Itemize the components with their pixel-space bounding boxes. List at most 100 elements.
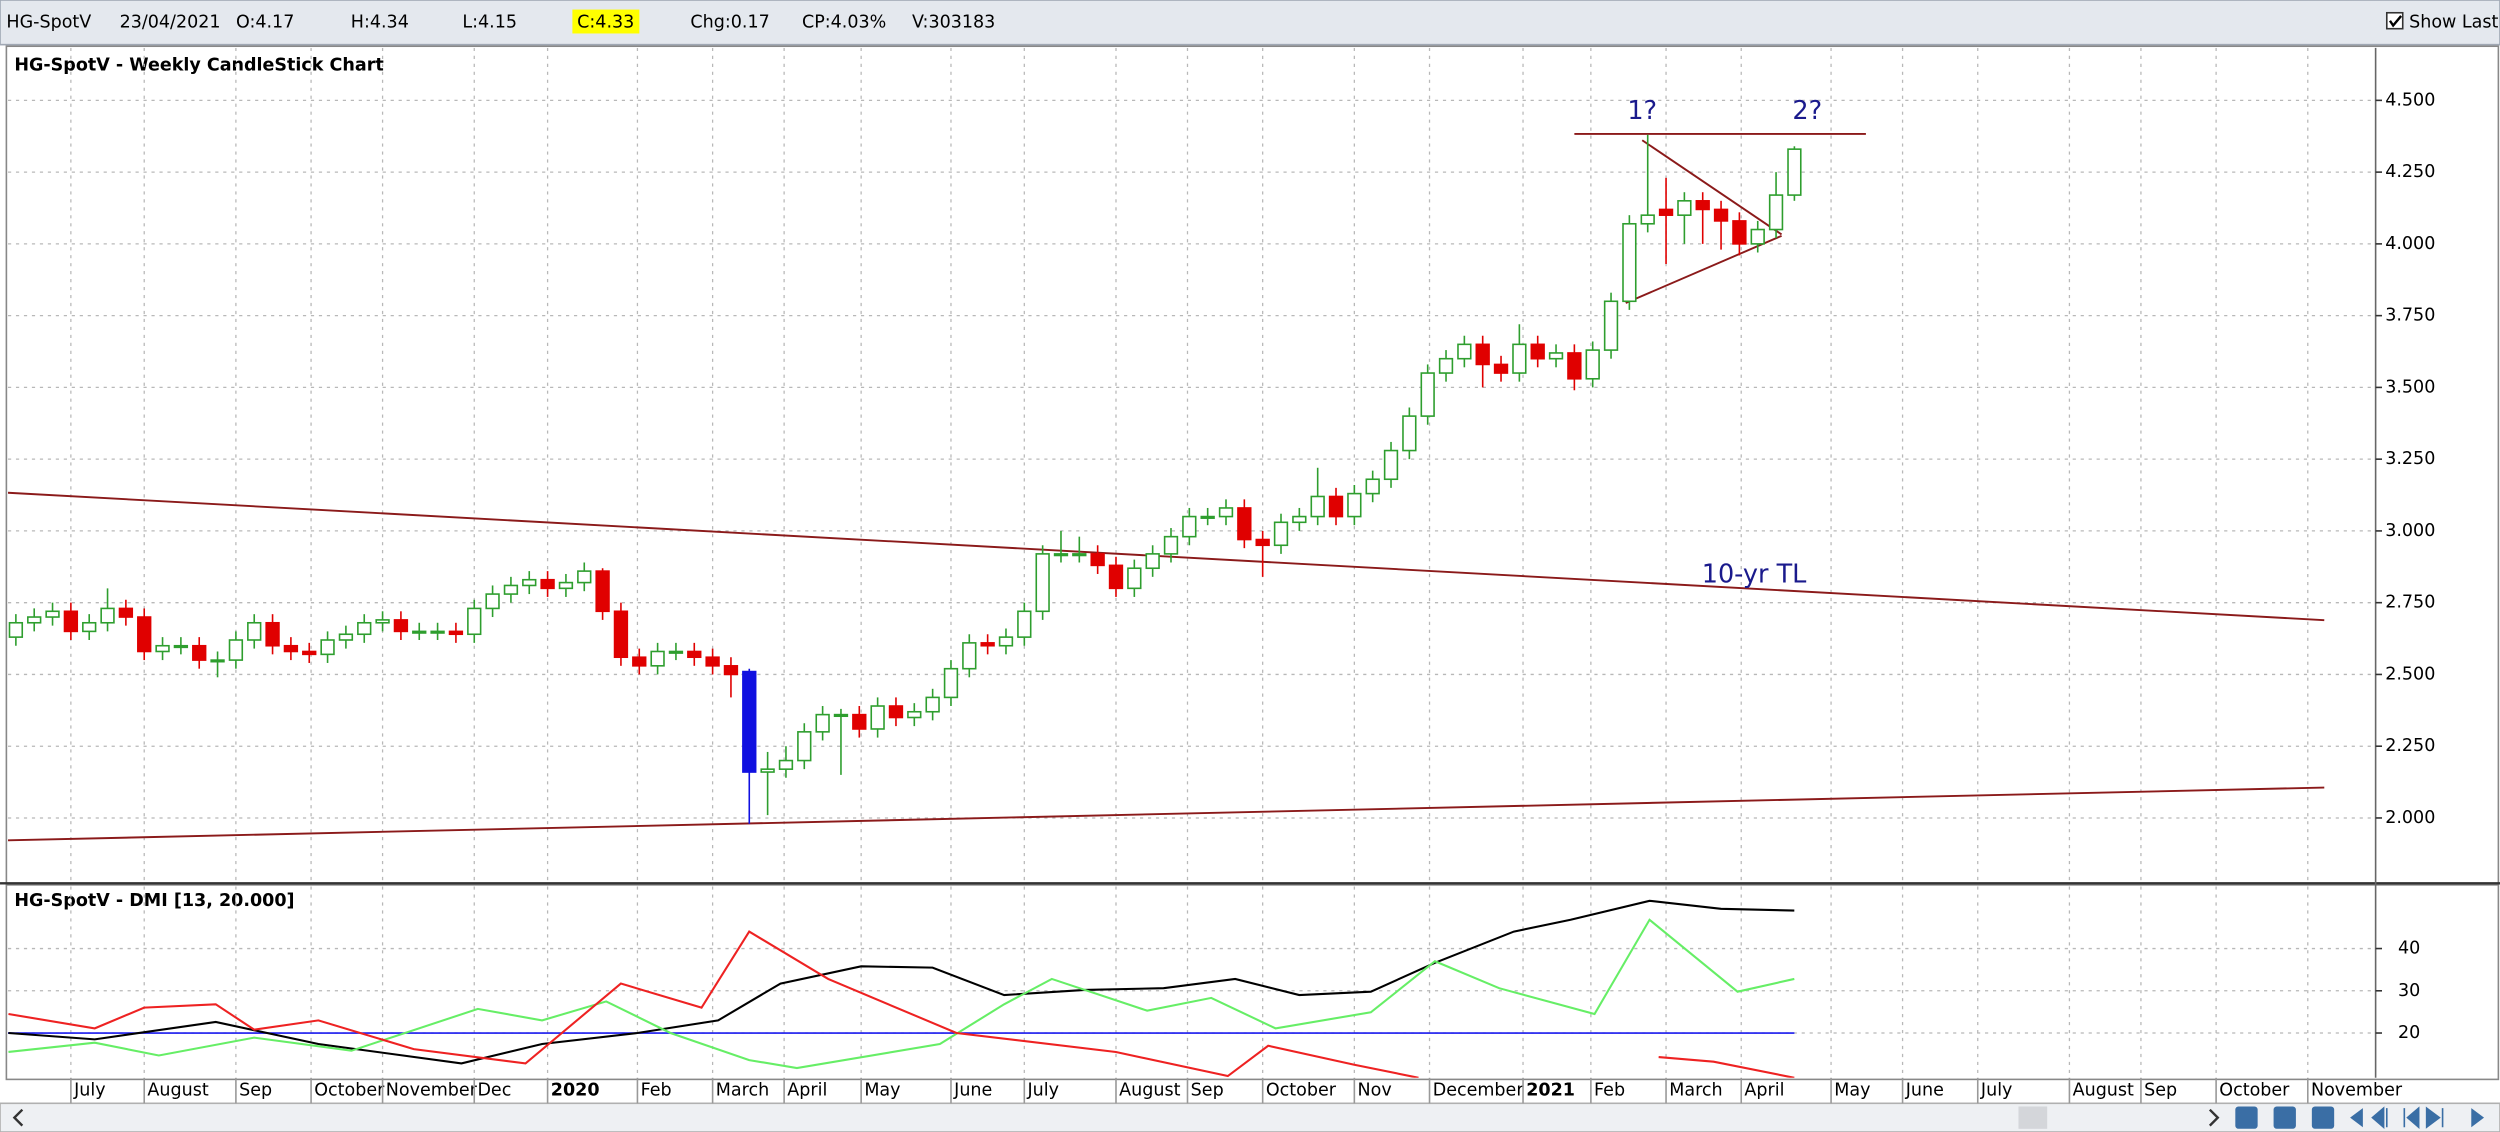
x-tick-label: November: [386, 1081, 478, 1101]
nav-end-button[interactable]: [2471, 1108, 2485, 1128]
candle-body: [1438, 357, 1454, 374]
candle-body: [650, 650, 665, 667]
candle-body: [1658, 208, 1674, 216]
candle-body: [1090, 553, 1105, 567]
candle-body: [1328, 495, 1344, 518]
checkmark: [2388, 15, 2403, 28]
candle-body: [1255, 538, 1270, 547]
candle-body: [1713, 208, 1729, 222]
x-tick-label: March: [716, 1081, 769, 1101]
x-tick-label: Feb: [1594, 1081, 1625, 1101]
candle-body: [1108, 564, 1124, 590]
candle-body: [1457, 343, 1472, 360]
candle-body: [192, 644, 207, 661]
candle-body: [778, 759, 794, 770]
x-tick-label: October: [2219, 1081, 2290, 1101]
candle-body: [613, 610, 629, 659]
show-last-checkbox[interactable]: [2385, 11, 2404, 30]
zoom-reset-button[interactable]: [2311, 1106, 2335, 1129]
candle-body: [1163, 535, 1179, 555]
candle-body: [870, 705, 885, 730]
candle-body: [1053, 553, 1069, 557]
annotation: 10-yr TL: [1702, 560, 1807, 590]
zoom-out-button[interactable]: [2273, 1106, 2296, 1129]
x-tick-label: Nov: [1358, 1081, 1392, 1101]
candle-body: [522, 578, 537, 587]
y-tick-label: 4.500: [2385, 90, 2435, 110]
candle-body: [980, 642, 995, 647]
candle-body: [1402, 415, 1417, 452]
show-last-label[interactable]: Show Last: [2409, 12, 2498, 32]
x-tick-label: July: [1980, 1081, 2013, 1101]
candle-body: [925, 696, 940, 713]
x-tick-label: October: [314, 1081, 385, 1101]
y-tick-label: 3.750: [2385, 306, 2435, 326]
nav-first-button[interactable]: [2350, 1108, 2363, 1128]
candle-body: [1383, 449, 1399, 481]
dmi-title: HG-SpotV - DMI [13, 20.000]: [14, 891, 294, 911]
candle-body: [283, 644, 299, 653]
volume: V:303183: [912, 12, 995, 32]
y-tick-label: 4.000: [2385, 234, 2435, 254]
price-panel: [5, 45, 2500, 885]
candle-body: [1292, 515, 1307, 524]
candle-body: [485, 593, 500, 610]
candle-body: [1640, 214, 1655, 225]
x-tick-label: July: [73, 1081, 106, 1101]
candle-body: [668, 650, 684, 654]
candle-body: [503, 584, 519, 595]
candle-body: [1182, 515, 1197, 538]
y-tick-label: 2.750: [2385, 593, 2435, 613]
candle-body: [228, 639, 244, 661]
price-plot: [7, 47, 2376, 882]
trend-line: [7, 786, 2325, 842]
nav-last-button[interactable]: [2425, 1106, 2444, 1129]
candle-body: [687, 650, 702, 659]
scroll-left[interactable]: [12, 1108, 24, 1127]
x-tick-label: 2020: [551, 1081, 600, 1101]
nav-prev-button[interactable]: [2371, 1106, 2388, 1129]
candle-body: [1017, 610, 1032, 638]
candle-body: [1237, 507, 1252, 541]
x-tick-label: Sep: [1191, 1081, 1224, 1101]
candle-body: [1787, 148, 1802, 196]
candle-body: [393, 619, 409, 633]
close-highlight: [572, 9, 640, 34]
open: O:4.17: [236, 12, 294, 32]
candle-body: [338, 633, 354, 641]
candle-body: [1512, 343, 1527, 374]
high: H:4.34: [351, 12, 409, 32]
y-tick-label: 3.250: [2385, 449, 2435, 469]
dmi-line: [8, 918, 1795, 1070]
scroll-thumb[interactable]: [2018, 1106, 2048, 1129]
dmi-panel: [5, 884, 2500, 1081]
candle-body: [265, 621, 280, 647]
candle-body: [558, 581, 574, 590]
candle-body: [1548, 352, 1564, 360]
candle-body: [1365, 478, 1380, 495]
candle-body: [1677, 200, 1692, 216]
candle-body: [1493, 363, 1509, 374]
candle-body: [888, 705, 904, 719]
candle-body: [1347, 492, 1362, 518]
candle-body: [118, 607, 134, 618]
y-tick-label: 2.250: [2385, 736, 2435, 756]
change-pct: CP:4.03%: [802, 12, 886, 32]
zoom-in-button[interactable]: [2235, 1106, 2258, 1129]
scrollbar[interactable]: [0, 1102, 2500, 1132]
x-tick-label: March: [1669, 1081, 1722, 1101]
candle-body: [412, 630, 427, 634]
candle-body: [1567, 352, 1582, 380]
candle-body: [155, 644, 170, 653]
nav-next-button[interactable]: [2403, 1106, 2420, 1129]
candle-body: [430, 630, 445, 634]
scroll-right[interactable]: [2208, 1108, 2220, 1127]
candle-body: [1127, 567, 1142, 590]
candle-body: [375, 619, 390, 624]
candle-body: [1475, 343, 1490, 366]
candle-body: [137, 616, 152, 653]
x-tick-label: July: [1027, 1081, 1060, 1101]
candle-body: [632, 656, 647, 667]
candle-body: [1072, 553, 1087, 557]
close: C:4.33: [577, 12, 634, 32]
